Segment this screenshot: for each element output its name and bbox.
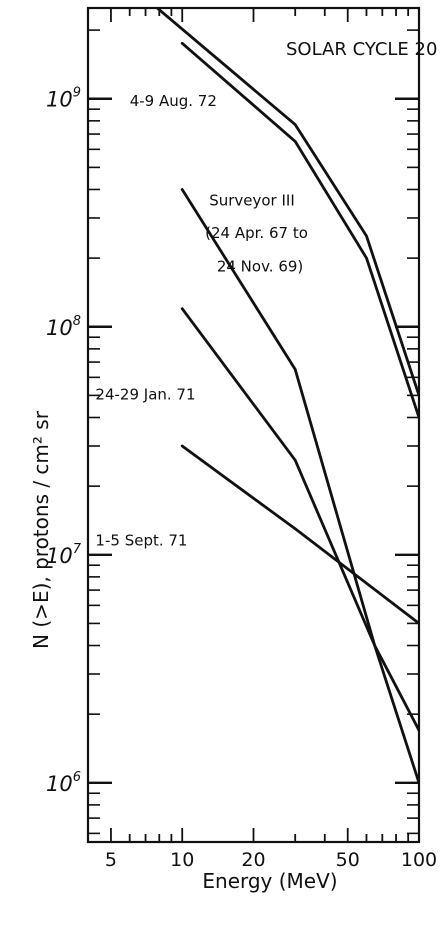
x-axis-label: Energy (MeV) [202, 869, 337, 893]
annotation-label-2: Surveyor III [209, 192, 295, 210]
tick-marks [87, 8, 420, 842]
chart-title: SOLAR CYCLE 20 [286, 39, 437, 60]
y-tick-base: 10 [46, 772, 73, 796]
y-tick-label: 106 [46, 770, 81, 796]
plot-frame [86, 6, 421, 844]
x-tick-label: 100 [401, 849, 437, 871]
x-tick-label: 20 [241, 849, 265, 871]
annotation-label-5: 24-29 Jan. 71 [95, 385, 195, 403]
y-tick-base: 10 [46, 316, 73, 340]
x-tick-labels: 5 10 20 50 100 [105, 849, 437, 871]
x-tick-label: 5 [105, 849, 117, 871]
y-tick-exponent: 6 [73, 770, 81, 785]
x-tick-label: 10 [170, 849, 194, 871]
series-annotations: 4-9 Aug. 72 Surveyor III (24 Apr. 67 to 24 … [95, 92, 307, 549]
y-tick-exponent: 7 [73, 542, 82, 557]
y-tick-base: 10 [46, 544, 73, 568]
y-tick-base: 10 [46, 88, 73, 112]
y-tick-label: 108 [46, 314, 81, 340]
data-series [155, 8, 419, 785]
series-line-5 [180, 444, 419, 625]
annotation-label-4: 24 Nov. 69) [217, 257, 303, 275]
annotation-label-1: 4-9 Aug. 72 [130, 92, 217, 110]
x-tick-label: 50 [336, 849, 360, 871]
series-line-2 [180, 41, 419, 419]
annotation-label-6: 1-5 Sept. 71 [95, 531, 187, 549]
series-line-3 [180, 188, 419, 785]
y-axis-label: N (>E), protons / cm² sr [29, 410, 53, 649]
y-tick-label: 107 [46, 542, 82, 568]
series-line-1 [155, 8, 419, 397]
y-tick-label: 109 [46, 86, 81, 112]
series-line-4 [180, 307, 419, 732]
y-tick-exponent: 8 [73, 314, 81, 329]
y-tick-exponent: 9 [73, 86, 81, 101]
annotation-label-3: (24 Apr. 67 to [205, 224, 308, 242]
